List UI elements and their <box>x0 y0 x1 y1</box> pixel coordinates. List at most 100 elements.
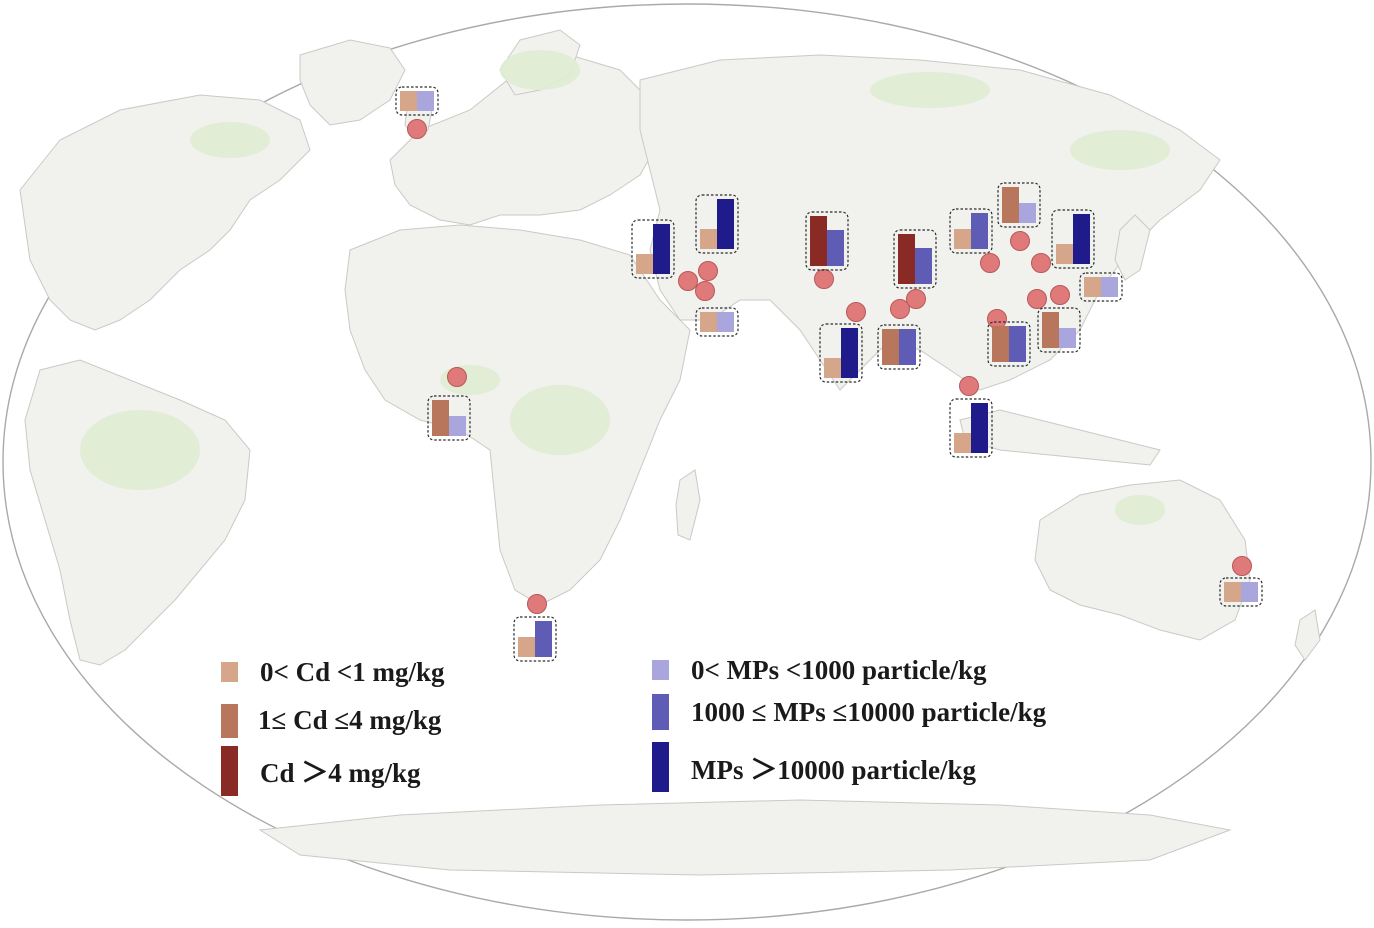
cd-bar <box>432 400 449 436</box>
mps-bar <box>1101 277 1118 297</box>
site-chart-frame <box>997 182 1041 228</box>
site-chart-frame <box>1219 577 1263 607</box>
site-chart-frame <box>877 324 921 370</box>
legend-swatch-cd-high <box>221 745 238 796</box>
mps-bar <box>1019 203 1036 223</box>
site-chart <box>427 395 471 441</box>
mps-bar <box>915 248 932 284</box>
site-chart-frame <box>631 219 675 279</box>
legend-swatch-cd-low <box>221 662 238 682</box>
legend-label-mp-mid: 1000 ≤ MPs ≤10000 particle/kg <box>691 696 1047 727</box>
site-chart <box>1037 307 1081 353</box>
cd-bar <box>1056 244 1073 264</box>
site-marker <box>407 119 427 139</box>
legend-item-mp-high: MPs ＞10000 particle/kg <box>652 742 976 792</box>
site-chart <box>819 323 863 383</box>
vegetation-patches <box>80 50 1170 525</box>
site-chart-frame <box>949 208 993 254</box>
cd-bar <box>954 433 971 453</box>
site-marker <box>678 271 698 291</box>
site-chart <box>805 211 849 271</box>
mps-bar <box>1009 326 1026 362</box>
cd-bar <box>992 326 1009 362</box>
site-chart <box>695 307 739 337</box>
cd-bar <box>898 234 915 284</box>
site-marker <box>987 309 1007 329</box>
site-marker <box>959 376 979 396</box>
asia <box>639 54 1221 391</box>
cd-bar <box>1224 582 1241 602</box>
site-chart-frame <box>805 211 849 271</box>
legend-item-cd-mid: 1≤ Cd ≤4 mg/kg <box>221 703 441 738</box>
mps-bar <box>1241 582 1258 602</box>
site-marker <box>890 299 910 319</box>
site-chart <box>513 616 557 662</box>
cd-bar <box>518 637 535 657</box>
greenland <box>299 39 406 126</box>
site-chart-frame <box>395 86 439 116</box>
site-marker <box>447 367 467 387</box>
cd-bar <box>954 229 971 249</box>
cd-bar <box>636 254 653 274</box>
site-marker <box>814 269 834 289</box>
australia <box>1034 479 1251 641</box>
mps-bar <box>899 329 916 365</box>
legend-label-cd-low: 0< Cd <1 mg/kg <box>260 656 445 687</box>
site-chart <box>395 86 439 116</box>
site-chart <box>949 398 993 458</box>
site-marker <box>1232 556 1252 576</box>
site-marker <box>1010 231 1030 251</box>
mps-bar <box>717 199 734 249</box>
site-marker <box>980 253 1000 273</box>
mps-bar <box>841 328 858 378</box>
site-chart-frame <box>695 194 739 254</box>
cd-bar <box>700 312 717 332</box>
site-chart-frame <box>987 321 1031 367</box>
site-marker <box>1027 289 1047 309</box>
legend-item-mp-mid: 1000 ≤ MPs ≤10000 particle/kg <box>652 693 1046 731</box>
cd-bar <box>1002 187 1019 223</box>
site-chart-frame <box>949 398 993 458</box>
mps-bar <box>717 312 734 332</box>
legend-label-mp-high: MPs ＞10000 particle/kg <box>691 754 976 785</box>
site-chart-frame <box>695 307 739 337</box>
site-chart <box>997 182 1041 228</box>
mps-bar <box>971 213 988 249</box>
legend-swatch-cd-mid <box>221 703 238 738</box>
mps-bar <box>1059 328 1076 348</box>
cd-bar <box>1084 277 1101 297</box>
mps-bar <box>535 621 552 657</box>
mps-bar <box>827 230 844 266</box>
legend-swatch-mp-high <box>652 742 669 792</box>
site-chart <box>631 219 675 279</box>
site-chart-frame <box>893 229 937 289</box>
site-chart <box>695 194 739 254</box>
site-chart <box>1079 272 1123 302</box>
site-marker <box>695 281 715 301</box>
site-marker <box>906 289 926 309</box>
site-chart-frame <box>427 395 471 441</box>
legend-swatch-mp-low <box>652 660 669 680</box>
site-chart-frame <box>819 323 863 383</box>
japan <box>1114 214 1151 281</box>
site-chart <box>893 229 937 289</box>
site-chart <box>1051 209 1095 269</box>
site-chart <box>987 321 1031 367</box>
antarctica <box>258 799 1232 876</box>
site-chart <box>949 208 993 254</box>
mps-bar <box>417 91 434 111</box>
site-chart-frame <box>1051 209 1095 269</box>
site-chart-frame <box>513 616 557 662</box>
cd-bar <box>400 91 417 111</box>
legend-item-mp-low: 0< MPs <1000 particle/kg <box>652 655 986 685</box>
site-chart <box>877 324 921 370</box>
site-marker <box>527 594 547 614</box>
site-marker <box>698 261 718 281</box>
mps-bar <box>971 403 988 453</box>
site-marker <box>846 302 866 322</box>
legend-swatch-mp-mid <box>652 694 669 730</box>
cd-bar <box>882 329 899 365</box>
cd-bar <box>700 229 717 249</box>
mps-bar <box>1073 214 1090 264</box>
site-chart-frame <box>1037 307 1081 353</box>
